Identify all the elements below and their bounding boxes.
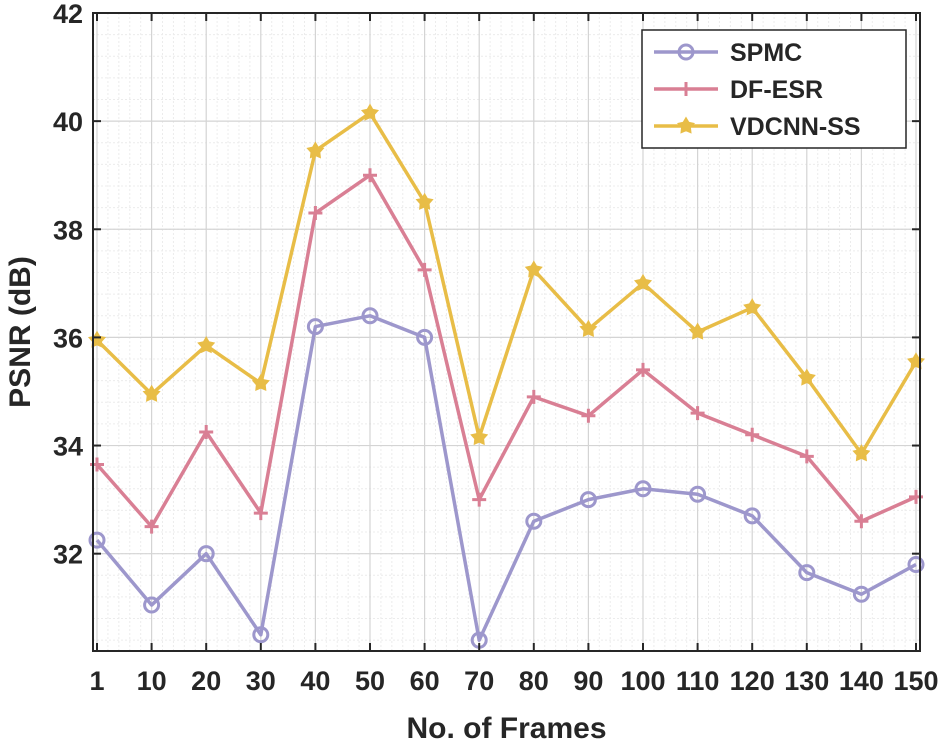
data-point-star [524,260,543,278]
data-point-circle [525,512,543,530]
series-vdcnn-ss [87,103,926,462]
data-point-circle [677,43,695,61]
legend: SPMC DF-ESR VDCNN-SS [641,29,907,149]
data-point-star [743,298,762,316]
data-point-star [688,322,707,340]
data-point-circle [306,318,324,336]
data-point-circle [634,480,652,498]
x-tick-label: 70 [464,666,494,696]
y-tick-label: 42 [53,0,83,29]
y-tick-label: 38 [53,215,83,245]
data-point-plus [253,506,268,521]
data-point-star [676,116,696,134]
data-point-plus [854,514,869,529]
legend-label: DF-ESR [730,76,823,104]
legend-item: VDCNN-SS [654,113,861,141]
data-point-plus [679,82,693,96]
data-point-star [906,352,926,370]
x-tick-label: 50 [355,666,385,696]
data-point-circle [361,307,379,325]
legend-label: SPMC [730,39,802,67]
series-line [95,173,917,529]
data-point-plus [690,406,705,421]
data-point-circle [798,564,816,582]
data-point-circle [743,507,761,525]
data-point-plus [799,449,814,464]
y-axis-label: PSNR (dB) [4,256,37,408]
series-df-esr [90,168,923,534]
x-tick-labels: 1 10 20 30 40 50 60 70 80 90 100 110 120 130 140 150 [89,666,938,696]
x-tick-label: 130 [784,666,829,696]
data-point-circle [252,626,270,644]
legend-item: SPMC [654,39,802,67]
x-tick-label: 10 [137,666,167,696]
y-tick-label: 34 [53,432,83,462]
y-tick-label: 40 [53,107,83,137]
data-point-star [415,192,434,210]
data-point-circle [88,531,106,549]
x-axis-label: No. of Frames [406,712,606,745]
y-tick-labels: 32 34 36 38 40 42 [53,0,83,570]
series-line [95,111,918,456]
data-point-star [197,336,216,354]
x-tick-label: 80 [519,666,549,696]
data-point-circle [689,485,707,503]
data-point-circle [197,545,215,563]
data-point-circle [143,596,161,614]
data-point-star [142,384,161,402]
x-tick-label: 60 [410,666,440,696]
x-tick-label: 140 [839,666,884,696]
data-point-star [470,427,489,446]
series-layer [87,103,926,649]
data-point-star [633,273,653,292]
data-point-plus [745,427,760,442]
data-point-star [797,368,816,386]
data-point-plus [144,519,159,534]
data-point-circle [579,491,597,509]
x-tick-label: 110 [676,666,720,696]
x-tick-label: 1 [89,666,104,696]
data-point-plus [199,425,214,440]
data-point-circle [852,585,870,603]
axes-frame [92,12,921,652]
x-tick-label: 120 [730,666,775,696]
x-tick-label: 40 [300,666,330,696]
y-tick-label: 32 [53,540,83,570]
data-point-circle [416,328,434,346]
data-point-plus [417,262,432,277]
data-point-plus [472,492,487,507]
x-tick-label: 150 [893,666,938,696]
data-point-plus [526,389,541,404]
data-point-plus [581,408,596,423]
major-grid [93,12,920,651]
data-point-plus [308,206,323,221]
series-spmc [88,307,925,649]
x-tick-label: 90 [573,666,603,696]
data-point-star [251,373,270,392]
data-point-plus [636,362,650,377]
legend-label: VDCNN-SS [730,113,861,141]
data-point-star [852,444,871,462]
data-point-star [579,319,598,337]
data-point-star [360,103,380,121]
x-tick-label: 20 [191,666,221,696]
x-tick-label: 100 [620,666,665,696]
series-line [95,314,917,642]
data-point-plus [363,168,377,183]
data-point-star [306,141,325,159]
legend-item: DF-ESR [654,76,823,104]
tick-marks [93,12,920,651]
x-tick-label: 30 [246,666,276,696]
y-tick-label: 36 [53,323,83,353]
data-point-circle [907,555,925,573]
